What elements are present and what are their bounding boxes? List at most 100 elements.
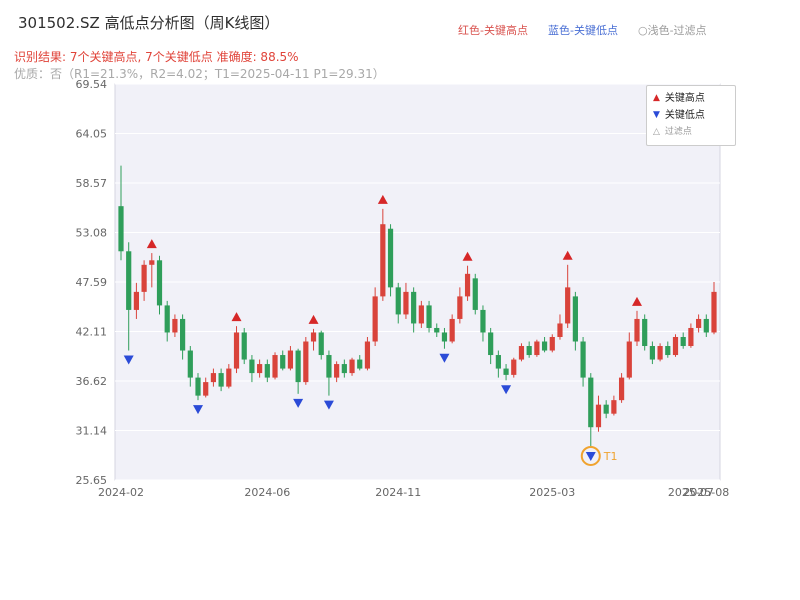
key-high-marker <box>562 250 573 260</box>
filtered-triangle-icon: △ <box>653 127 660 137</box>
y-tick-label: 25.65 <box>76 474 108 487</box>
candle-body <box>403 291 409 315</box>
candle-body <box>618 377 625 401</box>
candle-body <box>280 355 286 369</box>
y-tick-label: 42.11 <box>76 325 108 338</box>
candle-body <box>688 327 694 347</box>
candle-body <box>341 364 347 374</box>
candle-body <box>695 318 702 328</box>
candle-body <box>318 332 324 356</box>
recognition-result-text: 识别结果: 7个关键高点, 7个关键低点 准确度: 88.5% <box>14 50 299 64</box>
x-tick-label: 2025-03 <box>529 486 575 499</box>
candle-body <box>495 355 501 369</box>
key-high-marker <box>146 239 157 249</box>
candle-body <box>164 305 170 333</box>
candle-body <box>118 206 124 252</box>
top-legend-filtered: ○浅色-过滤点 <box>637 24 707 37</box>
candle-body <box>180 318 186 351</box>
candle-body <box>364 341 371 369</box>
candle-body <box>257 364 263 374</box>
candle-body <box>518 346 525 360</box>
legend-row-key-high: ▲ 关键高点 <box>653 90 729 107</box>
candle-body <box>133 291 140 310</box>
key-high-marker <box>308 314 319 324</box>
candle-body <box>464 273 471 297</box>
legend-row-key-low: ▼ 关键低点 <box>653 107 729 124</box>
y-tick-label: 31.14 <box>76 424 108 437</box>
candle-body <box>187 350 193 378</box>
key-low-marker <box>439 353 450 363</box>
candle-body <box>557 323 563 337</box>
candle-body <box>172 318 178 333</box>
candle-body <box>349 359 355 374</box>
candle-body <box>380 224 386 297</box>
candle-body <box>503 368 509 375</box>
key-low-marker <box>293 398 304 408</box>
y-tick-label: 53.08 <box>76 227 108 240</box>
candle-body <box>264 364 270 378</box>
candle-body <box>472 278 478 310</box>
candle-body <box>310 332 317 342</box>
candle-body <box>395 287 401 315</box>
candle-body <box>526 346 532 356</box>
candle-body <box>441 332 448 342</box>
candle-body <box>334 364 340 378</box>
candle-body <box>534 341 540 356</box>
candle-body <box>511 359 517 375</box>
legend-label-key-low: 关键低点 <box>664 110 705 121</box>
quality-info-text: 优质：否（R1=21.3%，R2=4.02；T1=2025-04-11 P1=2… <box>14 67 385 81</box>
candle-body <box>326 355 332 378</box>
x-tick-label: 2025-07 <box>668 486 714 499</box>
candle-body <box>549 336 555 351</box>
candle-body <box>595 404 602 428</box>
candle-body <box>642 318 648 347</box>
candle-body <box>426 305 432 328</box>
key-high-marker <box>462 251 473 261</box>
y-tick-label: 69.54 <box>76 78 108 91</box>
key-low-marker <box>123 355 134 365</box>
candle-body <box>611 400 617 414</box>
x-tick-label: 2025-08 <box>683 486 729 499</box>
candle-body <box>387 228 394 288</box>
candle-body <box>649 346 655 360</box>
candle-body <box>457 296 463 319</box>
candle-body <box>603 404 609 414</box>
candle-body <box>295 350 301 383</box>
legend-label-filtered: 过滤点 <box>664 127 692 137</box>
candle-body <box>411 291 417 324</box>
page-title: 301502.SZ 高低点分析图（周K线图） <box>18 14 280 32</box>
candle-body <box>572 296 578 342</box>
candle-body <box>203 382 209 396</box>
candle-body <box>488 332 494 356</box>
y-tick-label: 36.62 <box>76 375 108 388</box>
candle-body <box>126 251 132 310</box>
x-tick-label: 2024-11 <box>375 486 421 499</box>
legend-row-filtered: △ 过滤点 <box>653 124 729 141</box>
candle-body <box>287 350 294 369</box>
candle-body <box>195 377 201 396</box>
top-legend-key-low: 蓝色-关键低点 <box>547 24 618 37</box>
candle-body <box>357 359 363 369</box>
key-high-marker <box>377 194 388 204</box>
candle-body <box>156 260 163 306</box>
top-legend: 红色-关键高点 蓝色-关键低点 ○浅色-过滤点 <box>458 22 707 38</box>
chart-legend-box: ▲ 关键高点 ▼ 关键低点 △ 过滤点 <box>646 85 736 146</box>
candle-body <box>272 355 278 378</box>
candle-body <box>657 346 663 360</box>
candle-body <box>565 287 571 324</box>
candle-body <box>626 341 632 378</box>
key-low-marker <box>193 405 204 415</box>
key-high-marker <box>231 312 242 322</box>
candle-body <box>480 309 486 333</box>
candle-body <box>634 318 640 342</box>
candle-body <box>541 341 548 351</box>
legend-label-key-high: 关键高点 <box>664 93 705 104</box>
candle-body <box>249 359 255 374</box>
candle-body <box>711 291 717 333</box>
t1-highlight-ring <box>580 445 601 466</box>
candle-body <box>372 296 378 342</box>
candle-body <box>241 332 247 360</box>
candle-body <box>210 373 217 383</box>
x-tick-label: 2024-06 <box>244 486 290 499</box>
